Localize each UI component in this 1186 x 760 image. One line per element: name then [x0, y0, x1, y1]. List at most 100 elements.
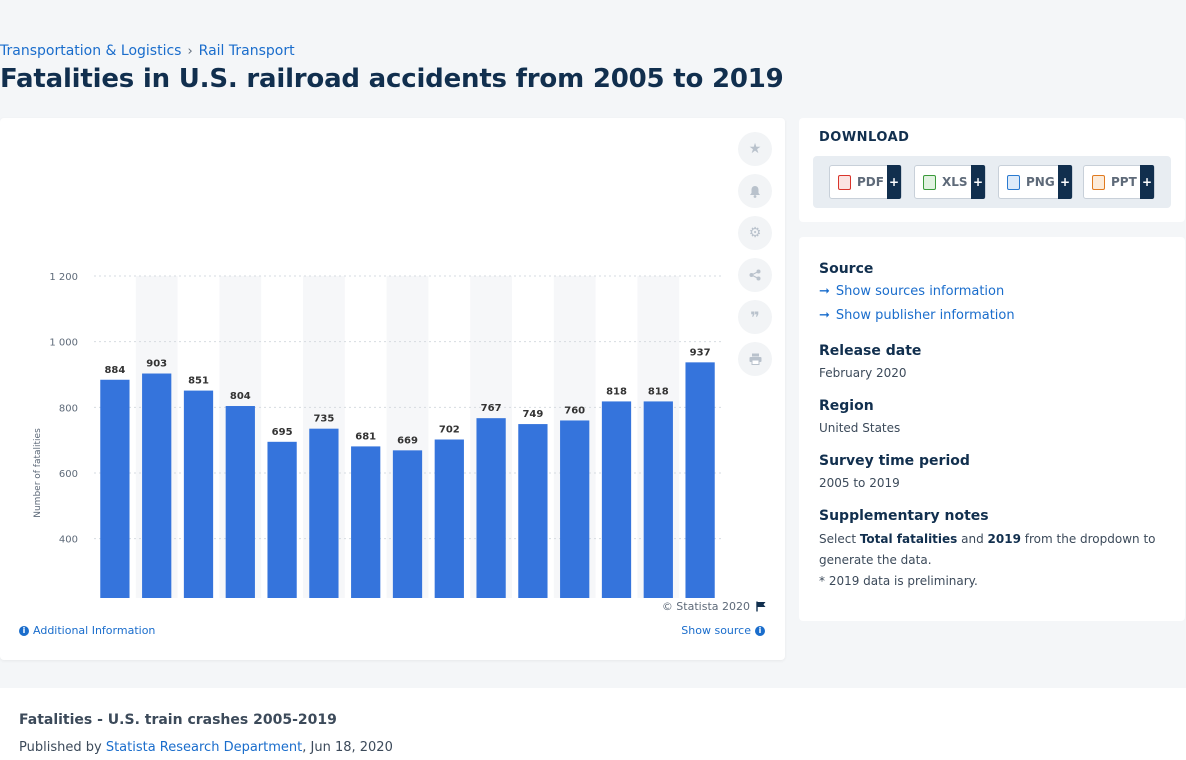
published-by: Published by Statista Research Departmen… — [19, 740, 393, 755]
data-label: 735 — [313, 414, 334, 425]
plus-icon: + — [971, 165, 985, 199]
notes-text-pre: Select — [819, 532, 860, 546]
region-value: United States — [819, 421, 900, 435]
download-ppt-button[interactable]: PPT + — [1083, 165, 1155, 199]
y-tick-label: 1 000 — [49, 338, 78, 349]
download-pdf-button[interactable]: PDF + — [829, 165, 902, 199]
data-label: 884 — [104, 365, 125, 376]
bar — [602, 401, 631, 598]
download-card: DOWNLOAD PDF + XLS + PNG + PPT + — [799, 118, 1185, 222]
share-button[interactable] — [738, 258, 772, 292]
bar — [351, 446, 380, 598]
release-date-heading: Release date — [819, 343, 921, 359]
supplementary-notes-heading: Supplementary notes — [819, 508, 989, 524]
download-xls-label: XLS — [942, 175, 968, 189]
data-label: 767 — [481, 403, 502, 414]
xls-file-icon — [923, 175, 936, 190]
data-label: 818 — [648, 386, 669, 397]
y-tick-label: 1 200 — [49, 272, 78, 283]
data-label: 702 — [439, 425, 460, 436]
survey-period-value: 2005 to 2019 — [819, 476, 900, 490]
show-source-label: Show source — [681, 624, 751, 637]
breadcrumb-separator: › — [187, 44, 192, 59]
region-heading: Region — [819, 398, 874, 414]
data-label: 695 — [272, 427, 293, 438]
plus-icon: + — [1140, 165, 1154, 199]
statistic-info-card: Source ➞ Show sources information ➞ Show… — [799, 237, 1185, 621]
show-sources-label: Show sources information — [836, 284, 1004, 299]
data-label: 818 — [606, 386, 627, 397]
bell-icon — [749, 185, 761, 198]
show-publisher-link[interactable]: ➞ Show publisher information — [819, 308, 1015, 323]
download-png-button[interactable]: PNG + — [998, 165, 1073, 199]
supplementary-notes: Select Total fatalities and 2019 from th… — [819, 529, 1159, 592]
y-tick-label: 600 — [59, 469, 78, 480]
info-icon: i — [755, 626, 765, 636]
flag-icon[interactable] — [756, 601, 767, 612]
download-button-row: PDF + XLS + PNG + PPT + — [813, 156, 1171, 208]
print-button[interactable] — [738, 342, 772, 376]
notes-text-mid: and — [957, 532, 987, 546]
additional-information-label: Additional Information — [33, 624, 155, 637]
print-icon — [749, 353, 762, 365]
release-date-value: February 2020 — [819, 366, 907, 380]
info-icon: i — [19, 626, 29, 636]
bar — [393, 450, 422, 598]
show-publisher-label: Show publisher information — [836, 308, 1015, 323]
cite-button[interactable]: ❞ — [738, 300, 772, 334]
data-label: 804 — [230, 391, 251, 402]
plus-icon: + — [887, 165, 901, 199]
bar — [142, 374, 171, 598]
description-title: Fatalities - U.S. train crashes 2005-201… — [19, 712, 337, 728]
y-tick-label: 800 — [59, 403, 78, 414]
alert-button[interactable] — [738, 174, 772, 208]
share-icon — [749, 269, 761, 281]
source-heading: Source — [819, 261, 873, 277]
quote-icon: ❞ — [750, 308, 759, 327]
bar — [435, 440, 464, 598]
breadcrumb: Transportation & Logistics › Rail Transp… — [0, 43, 295, 59]
pdf-file-icon — [838, 175, 851, 190]
bar — [309, 429, 338, 598]
chart-copyright: © Statista 2020 — [662, 600, 767, 613]
data-label: 760 — [564, 405, 585, 416]
additional-information-link[interactable]: i Additional Information — [19, 624, 155, 637]
download-ppt-label: PPT — [1111, 175, 1137, 189]
bar — [476, 418, 505, 598]
data-label: 937 — [690, 347, 711, 358]
show-sources-link[interactable]: ➞ Show sources information — [819, 284, 1004, 299]
data-label: 669 — [397, 435, 418, 446]
arrow-right-icon: ➞ — [819, 284, 830, 299]
bar — [560, 420, 589, 598]
download-xls-button[interactable]: XLS + — [914, 165, 986, 199]
favorite-button[interactable]: ★ — [738, 132, 772, 166]
data-label: 903 — [146, 359, 167, 370]
settings-button[interactable]: ⚙ — [738, 216, 772, 250]
bar — [184, 391, 213, 598]
bar — [685, 362, 714, 598]
download-pdf-label: PDF — [857, 175, 884, 189]
description-card: Fatalities - U.S. train crashes 2005-201… — [0, 688, 1186, 760]
y-tick-label: 400 — [59, 535, 78, 546]
notes-bold-total: Total fatalities — [860, 532, 957, 546]
plus-icon: + — [1058, 165, 1072, 199]
published-by-label: Published by — [19, 740, 106, 755]
show-source-link[interactable]: Show source i — [681, 624, 765, 637]
breadcrumb-link-transportation[interactable]: Transportation & Logistics — [0, 43, 181, 59]
y-axis-label: Number of fatalities — [33, 428, 43, 518]
data-label: 749 — [522, 409, 543, 420]
survey-period-heading: Survey time period — [819, 453, 970, 469]
breadcrumb-link-rail-transport[interactable]: Rail Transport — [199, 43, 295, 59]
publisher-link[interactable]: Statista Research Department — [106, 740, 302, 755]
ppt-file-icon — [1092, 175, 1105, 190]
bar — [518, 424, 547, 598]
download-png-label: PNG — [1026, 175, 1055, 189]
bar — [226, 406, 255, 598]
bar — [644, 401, 673, 598]
copyright-text: © Statista 2020 — [662, 600, 750, 613]
arrow-right-icon: ➞ — [819, 308, 830, 323]
page-title: Fatalities in U.S. railroad accidents fr… — [0, 64, 784, 94]
download-title: DOWNLOAD — [819, 130, 909, 145]
bar — [100, 380, 129, 598]
